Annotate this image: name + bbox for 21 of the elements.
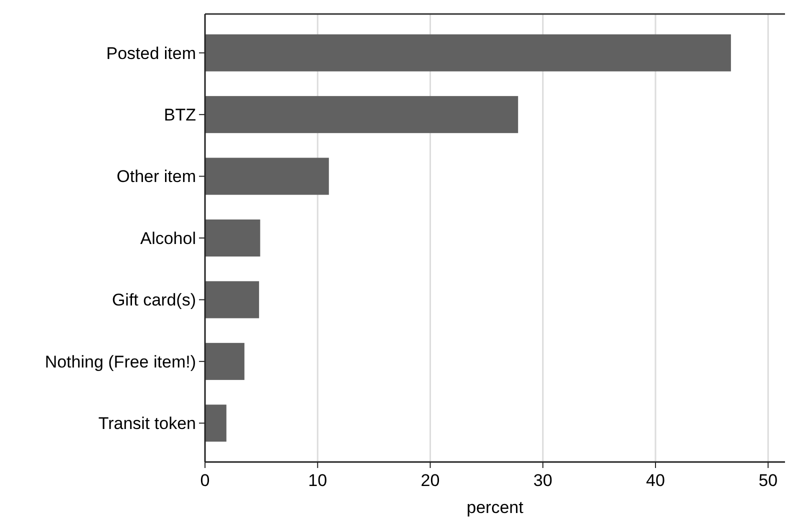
bar [205,342,244,380]
bar [205,158,329,195]
x-tick-label: 20 [420,471,440,490]
bar [205,219,260,257]
bar [205,96,518,134]
x-tick-label: 10 [308,471,328,490]
y-tick-label: Nothing (Free item!) [44,352,196,372]
bar [205,404,226,442]
bar [205,34,731,72]
bar [205,281,260,318]
x-tick-label: 0 [200,471,210,490]
y-tick-label: Other item [116,167,196,186]
y-tick-label: Transit token [98,414,196,434]
y-tick-label: Posted item [106,44,196,63]
x-axis-title: percent [466,498,524,517]
x-tick-label: 30 [533,471,552,490]
y-tick-label: BTZ [164,106,196,125]
x-tick-label: 50 [758,471,778,490]
y-tick-label: Alcohol [140,228,196,248]
y-tick-label: Gift card(s) [112,290,196,310]
x-tick-label: 40 [646,471,665,490]
